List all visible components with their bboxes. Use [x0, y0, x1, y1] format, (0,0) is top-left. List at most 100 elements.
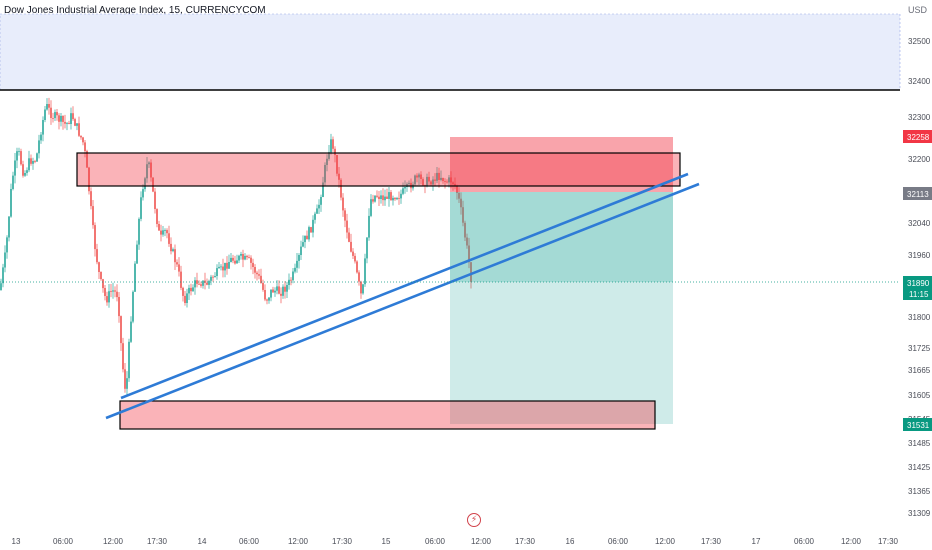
candle-body: [324, 165, 326, 183]
candle-body: [372, 199, 374, 202]
candle-body: [242, 254, 244, 260]
candle-body: [308, 227, 310, 240]
candle-body: [350, 241, 352, 252]
candle-body: [390, 192, 392, 201]
candle-body: [14, 160, 16, 176]
candle-body: [364, 258, 366, 285]
candle-body: [238, 255, 240, 261]
time-tick: 14: [198, 537, 207, 546]
price-label-32258-text: 32258: [907, 133, 930, 142]
candle-body: [56, 112, 58, 116]
candle-body: [182, 287, 184, 296]
candle-body: [36, 153, 38, 162]
candle-body: [418, 174, 420, 178]
candle-body: [64, 121, 66, 124]
take-profit-zone-extended: [450, 282, 673, 424]
price-tick: 31365: [908, 487, 931, 496]
candle-body: [448, 177, 450, 183]
candle-body: [220, 266, 222, 268]
flash-icon[interactable]: ⚡: [467, 513, 481, 527]
candle-body: [116, 291, 118, 298]
candle-body: [140, 197, 142, 219]
candle-body: [274, 290, 276, 293]
candle-body: [84, 142, 86, 152]
candle-body: [12, 175, 14, 189]
candle-body: [224, 262, 226, 271]
candle-body: [454, 183, 456, 186]
trendline-upper[interactable]: [120, 172, 689, 400]
price-label-31890-text: 31890: [907, 279, 930, 288]
candle-body: [4, 252, 6, 268]
candle-body: [330, 139, 332, 153]
candle-body: [226, 262, 228, 269]
candle-body: [32, 161, 34, 164]
price-label-32113-text: 32113: [907, 190, 929, 199]
candle-body: [300, 246, 302, 255]
candle-body: [456, 186, 458, 193]
price-tick: 32300: [908, 113, 931, 122]
candle-body: [196, 280, 198, 284]
candle-body: [446, 181, 448, 183]
candle-body: [180, 271, 182, 288]
candle-body: [256, 272, 258, 275]
candle-body: [208, 280, 210, 285]
candle-body: [394, 197, 396, 200]
candle-body: [306, 235, 308, 240]
candle-body: [152, 177, 154, 192]
candle-body: [398, 198, 400, 199]
candle-body: [430, 181, 432, 185]
candle-body: [470, 262, 472, 282]
candle-body: [338, 173, 340, 180]
trendline-lower[interactable]: [105, 182, 700, 420]
candle-body: [216, 268, 218, 276]
candle-body: [360, 281, 362, 294]
candle-body: [68, 123, 70, 124]
candle-body: [254, 267, 256, 273]
candle-body: [378, 196, 380, 199]
candle-body: [24, 173, 26, 176]
time-tick: 06:00: [794, 537, 815, 546]
candle-body: [112, 290, 114, 292]
candle-body: [88, 167, 90, 192]
candle-body: [28, 158, 30, 171]
candle-body: [462, 207, 464, 223]
candle-body: [344, 210, 346, 221]
candle-body: [174, 249, 176, 263]
candle-body: [302, 242, 304, 247]
candle-body: [298, 255, 300, 261]
candle-body: [184, 295, 186, 303]
candle-body: [44, 109, 46, 120]
candle-body: [172, 249, 174, 252]
time-tick: 16: [566, 537, 575, 546]
candle-body: [312, 219, 314, 233]
time-tick: 12:00: [103, 537, 124, 546]
candle-body: [236, 260, 238, 264]
candle-body: [80, 135, 82, 138]
candle-body: [142, 189, 144, 198]
candle-body: [450, 177, 452, 183]
time-tick: 13: [12, 537, 21, 546]
candle-body: [46, 104, 48, 110]
candle-body: [342, 197, 344, 211]
candle-body: [326, 158, 328, 165]
candle-body: [30, 158, 32, 164]
candle-body: [114, 290, 116, 292]
time-tick: 17:30: [515, 537, 536, 546]
candle-body: [278, 286, 280, 294]
candle-body: [250, 257, 252, 263]
candle-body: [388, 192, 390, 199]
candle-body: [336, 155, 338, 174]
candle-body: [380, 195, 382, 199]
time-tick: 06:00: [425, 537, 446, 546]
candle-body: [370, 199, 372, 216]
candle-body: [374, 195, 376, 202]
candle-body: [428, 176, 430, 182]
candle-body: [280, 293, 282, 296]
price-tick: 31665: [908, 366, 931, 375]
candle-body: [436, 172, 438, 181]
candle-body: [368, 215, 370, 238]
candle-body: [258, 274, 260, 276]
candle-body: [132, 291, 134, 322]
candle-body: [108, 291, 110, 303]
